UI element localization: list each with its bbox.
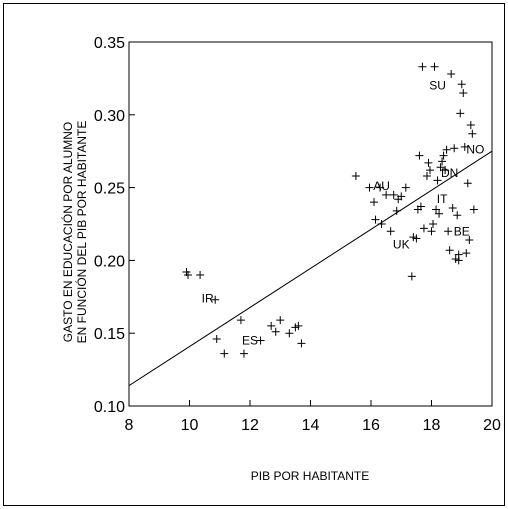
data-point — [456, 109, 465, 118]
country-label: IT — [437, 192, 448, 206]
x-tick-label: 14 — [302, 417, 320, 434]
y-tick-label: 0.30 — [94, 108, 125, 125]
data-point — [453, 211, 462, 220]
data-point — [365, 183, 374, 192]
data-point — [459, 88, 468, 97]
y-tick-label: 0.20 — [94, 253, 125, 270]
data-point — [285, 329, 294, 338]
data-point — [447, 70, 456, 79]
data-point — [382, 190, 391, 199]
data-point — [294, 321, 303, 330]
data-point — [376, 183, 385, 192]
data-point — [432, 205, 441, 214]
data-point — [267, 321, 276, 330]
data-point — [401, 183, 410, 192]
data-point — [256, 336, 265, 345]
data-point — [236, 316, 245, 325]
y-axis-title-line-2: EN FUNCIÓN DEL PIB POR HABITANTE — [74, 121, 89, 344]
data-point — [465, 236, 474, 245]
data-point — [448, 203, 457, 212]
country-labels: SU NO DN AU IT BE UK IR ES — [202, 79, 485, 348]
data-point — [450, 144, 459, 153]
data-point — [297, 339, 306, 348]
data-point — [436, 163, 445, 172]
x-tick-label: 20 — [483, 417, 501, 434]
chart-frame: 0.10 0.15 0.20 0.25 0.30 0.35 8 10 12 14 16 18 20 S… — [3, 3, 505, 506]
data-point — [439, 151, 448, 160]
data-point — [433, 176, 442, 185]
data-point — [427, 227, 436, 236]
data-point — [397, 192, 406, 201]
data-point — [462, 249, 471, 258]
data-point — [444, 227, 453, 236]
data-points — [182, 62, 478, 358]
data-point — [422, 171, 431, 180]
data-point — [196, 270, 205, 279]
data-point — [435, 209, 444, 218]
x-axis-title: PIB POR HABITANTE — [251, 469, 369, 483]
data-point — [412, 234, 421, 243]
data-point — [389, 190, 398, 199]
data-point — [438, 157, 447, 166]
data-point — [276, 316, 285, 325]
data-point — [441, 166, 450, 175]
data-point — [212, 335, 221, 344]
x-tick-label: 8 — [125, 417, 134, 434]
x-tick-label: 10 — [181, 417, 199, 434]
data-point — [183, 270, 192, 279]
data-point — [271, 327, 280, 336]
data-point — [386, 227, 395, 236]
data-point — [468, 129, 477, 138]
data-point — [370, 198, 379, 207]
data-point — [418, 62, 427, 71]
data-point — [425, 166, 434, 175]
country-label: SU — [429, 79, 446, 93]
data-point — [457, 80, 466, 89]
y-tick-label: 0.35 — [94, 35, 125, 52]
x-tick-label: 18 — [423, 417, 441, 434]
data-point — [445, 246, 454, 255]
data-point — [407, 272, 416, 281]
data-point — [460, 142, 469, 151]
data-point — [351, 171, 360, 180]
data-point — [239, 349, 248, 358]
y-tick-label: 0.10 — [94, 399, 125, 416]
data-point — [424, 158, 433, 167]
data-point — [419, 224, 428, 233]
data-point — [415, 151, 424, 160]
y-axis-title-line-1: GASTO EN EDUCACIÓN POR ALUMNO — [60, 122, 75, 342]
country-label: IR — [202, 291, 214, 305]
country-label: BE — [454, 224, 470, 238]
data-point — [463, 179, 472, 188]
x-axis: 8 10 12 14 16 18 20 — [125, 400, 501, 434]
y-tick-label: 0.15 — [94, 326, 125, 343]
data-point — [469, 205, 478, 214]
data-point — [466, 120, 475, 129]
country-label: NO — [466, 143, 484, 157]
country-label: ES — [242, 333, 258, 347]
country-label: AU — [373, 179, 390, 193]
data-point — [371, 215, 380, 224]
data-point — [429, 220, 438, 228]
country-label: UK — [393, 237, 410, 251]
x-tick-label: 12 — [241, 417, 259, 434]
y-axis: 0.10 0.15 0.20 0.25 0.30 0.35 — [94, 35, 135, 416]
data-point — [220, 349, 229, 358]
scatter-chart: 0.10 0.15 0.20 0.25 0.30 0.35 8 10 12 14 16 18 20 S… — [60, 35, 501, 483]
data-point — [454, 256, 463, 265]
country-label: DN — [441, 166, 458, 180]
y-tick-label: 0.25 — [94, 181, 125, 198]
data-point — [211, 295, 220, 304]
data-point — [430, 62, 439, 71]
plot-area-border — [128, 41, 493, 407]
regression-line — [128, 150, 493, 387]
data-point — [442, 145, 451, 154]
x-tick-label: 16 — [362, 417, 380, 434]
data-point — [416, 202, 425, 211]
